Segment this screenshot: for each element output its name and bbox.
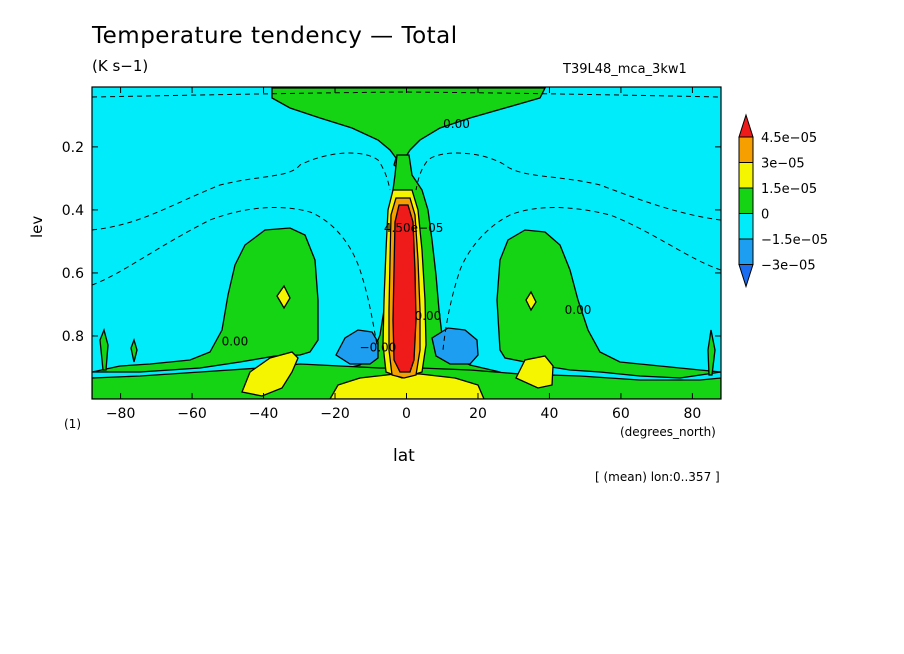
contour-label: −0.00	[360, 341, 397, 355]
polar-zero-left2	[130, 337, 138, 363]
x-tick-label: 20	[469, 406, 487, 422]
chart-axes: −80 −60 −40 −20 0 20 40 60 80 0.2 0.4 0.6 0.8	[62, 86, 722, 422]
colorbar-segment	[738, 238, 754, 265]
neg-contour-top	[92, 91, 721, 98]
y-tick-label: 0.4	[62, 203, 84, 219]
left-zero-region	[92, 227, 319, 373]
contour-layers: 0.00 0.00 0.00 −0.00 4.50e−05 0.00	[92, 87, 721, 399]
negative-pocket-left	[335, 329, 379, 365]
colorbar-segment	[738, 213, 754, 240]
field-background	[92, 87, 721, 399]
x-tick-label: 60	[612, 406, 630, 422]
contour-label: 4.50e−05	[384, 221, 443, 235]
neg-contour-upper	[92, 152, 721, 231]
negative-pocket-right	[431, 327, 479, 365]
x-tick-label: −20	[320, 406, 350, 422]
right-zero-region	[496, 229, 721, 379]
positive-patch-left	[241, 351, 299, 397]
x-tick-label: −40	[249, 406, 279, 422]
positive-patch-right	[515, 355, 554, 389]
x-tick-label: 0	[402, 406, 411, 422]
contour-label: 0.00	[222, 334, 249, 348]
equatorial-pos1	[382, 189, 427, 379]
y-tick-label: 0.2	[62, 140, 84, 156]
x-tick-label: 80	[683, 406, 701, 422]
x-tick-label: −80	[106, 406, 136, 422]
run-label: T39L48_mca_3kw1	[563, 62, 687, 77]
y-tick-label: 0.8	[62, 329, 84, 345]
polar-zero-right	[707, 329, 716, 376]
surface-zero-band	[92, 363, 721, 399]
positive-patch-surface	[329, 373, 485, 399]
mean-annotation: [ (mean) lon:0..357 ]	[595, 470, 720, 484]
colorbar-label: −1.5e−05	[761, 233, 828, 248]
colorbar: 4.5e−05 3e−05 1.5e−05 0 −1.5e−05 −3e−05	[738, 113, 828, 289]
upper-zero-region	[271, 87, 547, 169]
equatorial-zero-region	[329, 154, 501, 399]
chart-title: Temperature tendency — Total	[92, 23, 458, 49]
x-tick-label: −60	[177, 406, 207, 422]
contour-label: 0.00	[565, 303, 592, 317]
colorbar-label: 0	[761, 208, 769, 223]
panel-number: (1)	[64, 417, 81, 431]
colorbar-label: −3e−05	[761, 259, 816, 274]
equatorial-pos2	[388, 197, 421, 379]
colorbar-label: 1.5e−05	[761, 182, 817, 197]
x-axis-units: (degrees_north)	[620, 425, 716, 439]
neg-contour-mid	[92, 207, 721, 351]
x-axis-label: lat	[393, 446, 415, 466]
colorbar-label: 3e−05	[761, 157, 805, 172]
equatorial-pos3	[392, 204, 417, 373]
y-tick-label: 0.6	[62, 266, 84, 282]
colorbar-bottom-arrow	[738, 264, 754, 289]
contour-label: 0.00	[443, 117, 470, 131]
y-axis-label: lev	[28, 215, 46, 238]
contour-label: 0.00	[415, 309, 442, 323]
colorbar-label: 4.5e−05	[761, 131, 817, 146]
x-tick-label: 40	[541, 406, 559, 422]
positive-speck-right	[525, 290, 537, 312]
colorbar-segment	[738, 162, 754, 189]
contour-field: 0.00 0.00 0.00 −0.00 4.50e−05 0.00	[92, 87, 721, 399]
colorbar-segment	[738, 136, 754, 163]
chart-units: (K s−1)	[92, 57, 149, 75]
plot-frame	[91, 86, 722, 400]
colorbar-top-arrow	[738, 113, 754, 138]
positive-speck-left	[276, 284, 291, 310]
colorbar-segment	[738, 187, 754, 214]
polar-zero-left	[99, 327, 109, 371]
